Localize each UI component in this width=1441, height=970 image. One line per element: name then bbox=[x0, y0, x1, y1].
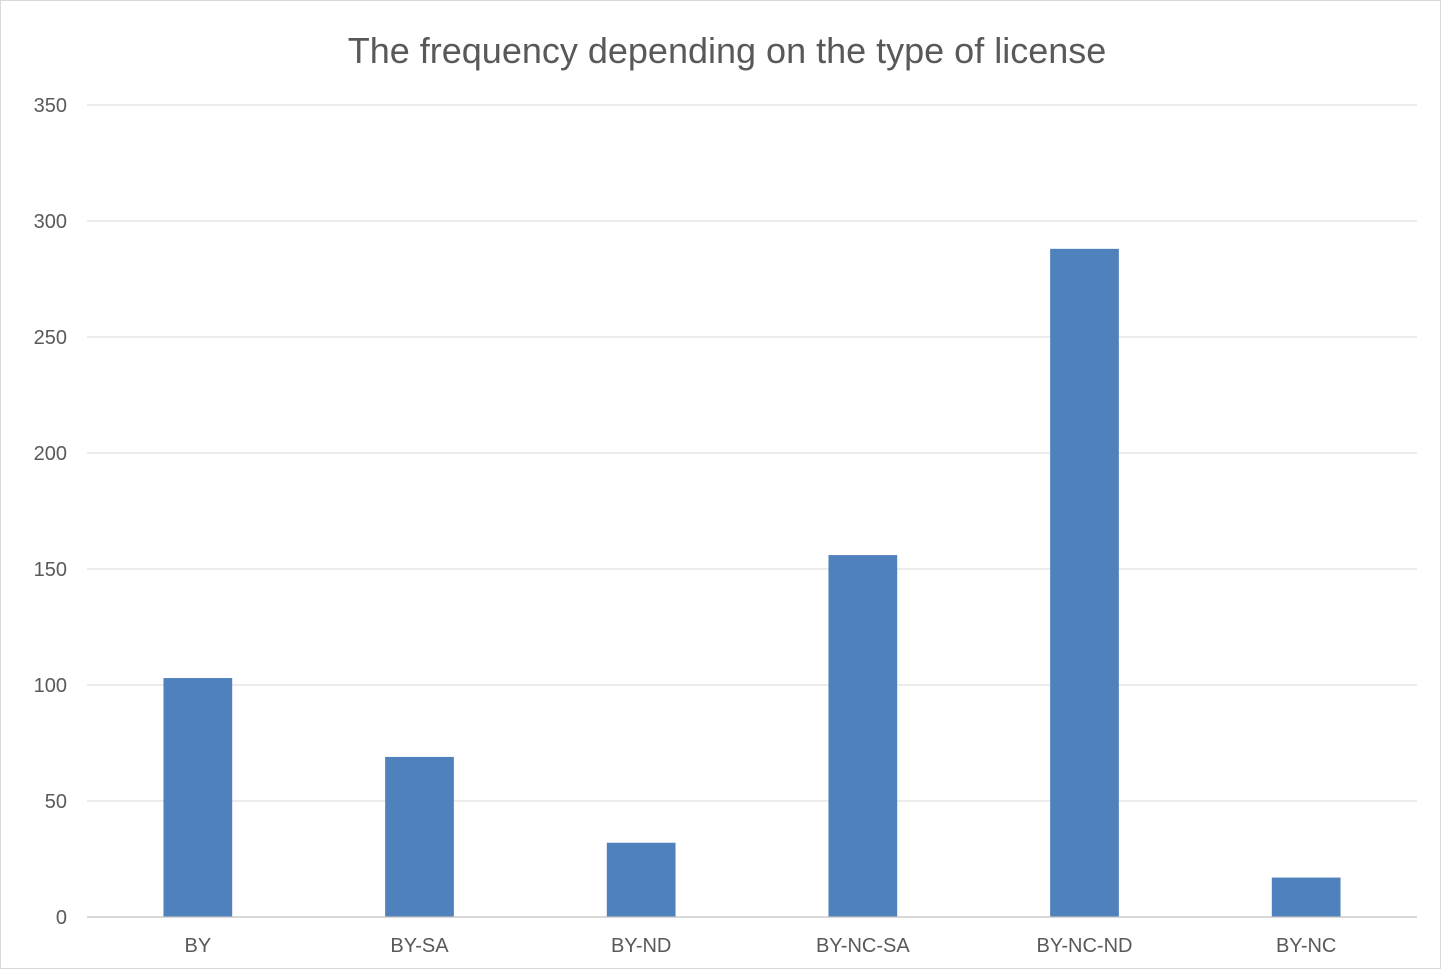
y-axis-ticks: 0 50 100 150 200 250 300 350 bbox=[34, 95, 67, 929]
x-axis-ticks: BY BY-SA BY-ND BY-NC-SA BY-NC-ND BY-NC bbox=[184, 935, 1336, 957]
bar-by-sa bbox=[385, 756, 454, 917]
x-tick-label: BY-ND bbox=[611, 935, 671, 957]
bars bbox=[163, 248, 1341, 918]
y-tick-label: 250 bbox=[34, 327, 67, 349]
bar-by-nc-nd bbox=[1050, 248, 1119, 918]
y-tick-label: 150 bbox=[34, 559, 67, 581]
x-tick-label: BY-NC bbox=[1276, 935, 1336, 957]
bar-by-nc-sa bbox=[828, 555, 898, 917]
gridlines bbox=[87, 104, 1417, 802]
y-tick-label: 350 bbox=[34, 95, 67, 117]
bar-by-nc bbox=[1271, 877, 1341, 917]
x-tick-label: BY-NC-SA bbox=[816, 935, 910, 957]
bar-by-nd bbox=[606, 842, 676, 917]
y-tick-label: 0 bbox=[56, 907, 67, 929]
y-tick-label: 200 bbox=[34, 443, 67, 465]
x-tick-label: BY-NC-ND bbox=[1037, 935, 1133, 957]
y-tick-label: 300 bbox=[34, 211, 67, 233]
x-tick-label: BY-SA bbox=[390, 935, 449, 957]
chart-title: The frequency depending on the type of l… bbox=[348, 30, 1107, 71]
y-tick-label: 50 bbox=[45, 791, 67, 813]
bar-by bbox=[163, 678, 233, 917]
y-tick-label: 100 bbox=[34, 675, 67, 697]
x-tick-label: BY bbox=[184, 935, 211, 957]
